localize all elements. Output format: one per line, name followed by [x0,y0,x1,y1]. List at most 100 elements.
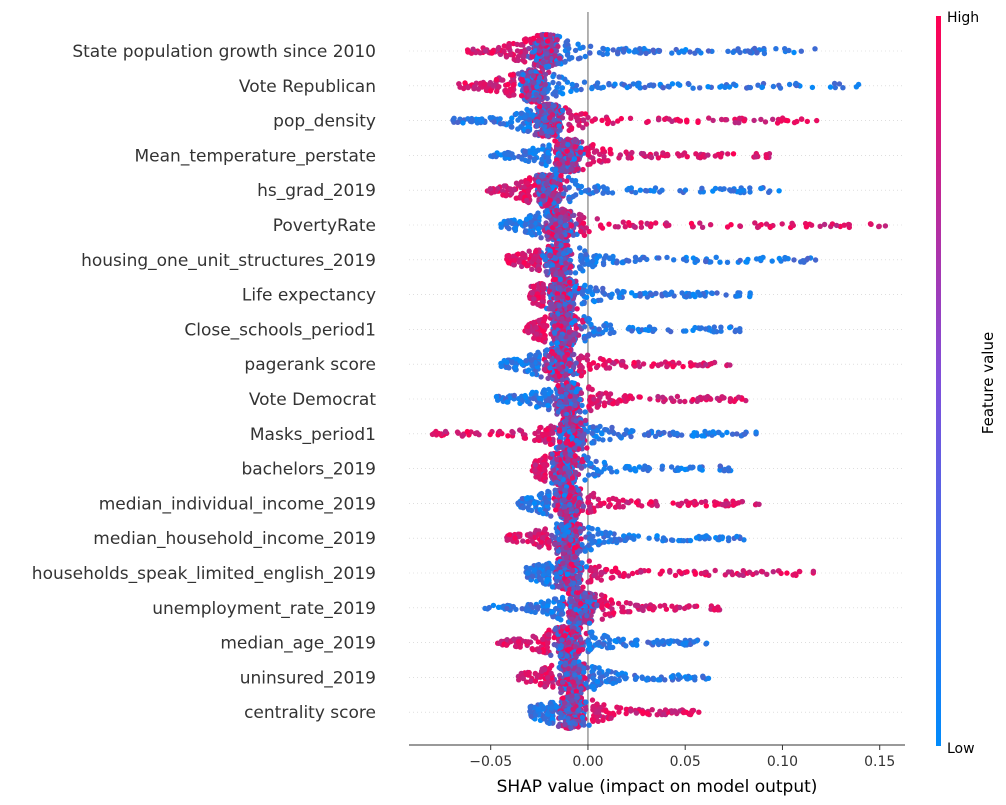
shap-point [565,141,571,148]
shap-point [543,262,550,268]
shap-point [723,292,729,298]
shap-point [617,433,623,440]
shap-point [769,258,775,264]
shap-point [584,445,590,451]
shap-point [581,79,588,85]
shap-point [619,362,625,368]
shap-point [582,53,588,60]
shap-point [568,112,575,119]
shap-point [557,55,563,61]
shap-point [540,193,546,199]
shap-point [531,157,537,164]
shap-point [751,45,758,52]
shap-point [504,399,510,405]
shap-point [554,37,560,43]
shap-point [557,302,563,309]
shap-point [583,251,589,258]
shap-point [506,225,512,232]
shap-point [451,115,457,122]
shap-point [584,352,591,358]
shap-point [629,328,635,334]
shap-point [614,260,620,266]
shap-point [551,179,557,185]
shap-point [624,84,630,91]
shap-point [607,436,613,443]
shap-point [523,358,529,364]
shap-point [518,42,524,48]
shap-point [676,360,682,366]
shap-point [531,79,537,86]
shap-point [622,393,628,399]
shap-point [642,84,648,91]
shap-point [596,326,602,332]
shap-point [741,118,747,124]
shap-point [587,366,593,372]
shap-point [632,254,639,260]
shap-point [577,245,583,251]
shap-point [487,115,493,121]
shap-point [727,362,733,368]
shap-point [762,119,769,125]
shap-point [555,409,562,415]
shap-point [570,193,577,200]
shap-point [729,431,736,437]
shap-point [518,93,525,99]
shap-point [548,306,555,312]
shap-point [580,220,587,226]
shap-point [670,429,676,435]
shap-point [821,221,828,228]
shap-point [496,84,502,90]
shap-point [600,146,606,152]
shap-point [876,223,882,230]
shap-point [735,394,742,400]
shap-point [606,221,612,227]
shap-point [759,84,765,91]
shap-point [585,333,591,339]
shap-point [523,394,529,400]
shap-point [607,146,613,153]
shap-point [564,160,571,166]
shap-point [501,183,507,189]
shap-point [679,48,685,54]
shap-point [512,364,519,371]
shap-point [542,71,549,78]
shap-point [641,254,647,261]
shap-point [677,398,683,405]
shap-point [547,115,553,121]
shap-point [724,224,731,230]
shap-point [664,363,670,370]
shap-point [786,81,793,88]
shap-point [535,179,542,185]
shap-point [544,38,551,44]
shap-point [550,73,556,80]
shap-point [455,119,461,126]
shap-point [637,85,643,91]
shap-point [561,191,567,197]
shap-point [601,362,607,368]
shap-point [662,290,668,296]
shap-point [559,316,565,322]
shap-point [584,145,590,151]
shap-point [669,81,676,87]
shap-point [731,398,737,405]
shap-point [527,352,534,358]
shap-point [565,136,571,142]
shap-point [546,186,552,192]
shap-point [544,347,550,353]
shap-point [697,85,703,91]
shap-point [522,222,528,228]
shap-point [794,118,800,125]
shap-point [543,181,549,187]
shap-point [512,225,519,231]
shap-point [493,393,500,400]
shap-point [525,158,532,164]
shap-point [600,437,606,443]
shap-point [726,84,733,90]
shap-point [620,288,626,295]
shap-point [531,284,537,290]
shap-point [637,394,643,400]
shap-point [585,114,591,121]
shap-point [504,89,510,95]
shap-point [558,219,564,225]
shap-point [590,360,597,366]
